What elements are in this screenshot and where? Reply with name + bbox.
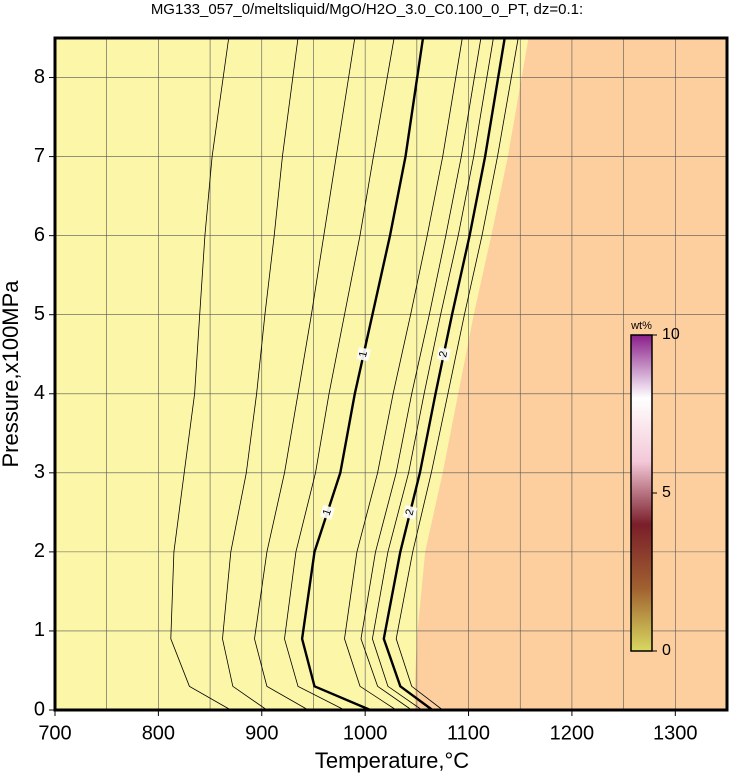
- contour-line: [170, 37, 231, 711]
- x-tick-label: 1100: [447, 722, 490, 744]
- contour-label-bg: [436, 347, 451, 362]
- y-tick-label: 4: [34, 382, 45, 404]
- y-tick-label: 1: [34, 619, 45, 641]
- contour-label-group: 1: [319, 504, 335, 520]
- colorbar-label: wt%: [630, 320, 652, 332]
- contour-label: 1: [357, 350, 370, 359]
- contour-line: [382, 37, 506, 711]
- colorbar-tick-label: 0: [662, 642, 671, 659]
- contour-label: 2: [403, 508, 416, 517]
- x-tick-label: 800: [142, 722, 175, 744]
- x-tick-label: 1000: [343, 722, 388, 744]
- contour-label-group: 2: [436, 347, 451, 362]
- contour-line: [344, 37, 463, 711]
- x-tick-label: 1200: [550, 722, 595, 744]
- contour-line: [222, 37, 299, 711]
- plot-frame: [53, 36, 729, 712]
- x-tick-label: 1300: [653, 722, 698, 744]
- contour-label-bg: [319, 504, 335, 520]
- y-tick-label: 0: [34, 698, 45, 720]
- y-tick-label: 2: [34, 540, 45, 562]
- contour-line: [395, 37, 519, 711]
- y-tick-label: 7: [34, 145, 45, 167]
- contour-line: [254, 37, 356, 711]
- x-tick-label: 900: [245, 722, 278, 744]
- contour-line: [360, 37, 482, 711]
- contour-label-group: 2: [402, 505, 418, 520]
- contour-label-bg: [356, 347, 371, 362]
- colorbar: [630, 334, 653, 652]
- y-axis-label: Pressure,x100MPa: [0, 280, 23, 468]
- x-axis-label: Temperature,°C: [315, 748, 469, 773]
- y-tick-label: 3: [34, 461, 45, 483]
- chart-title: MG133_057_0/meltsliquid/MgO/H2O_3.0_C0.1…: [151, 1, 583, 18]
- contour-label-bg: [402, 505, 418, 520]
- contour-label: 2: [437, 350, 450, 358]
- x-tick-label: 700: [38, 722, 71, 744]
- contour-line: [300, 37, 425, 712]
- y-tick-label: 8: [34, 66, 45, 88]
- colorbar-tick-label: 10: [662, 326, 680, 343]
- y-tick-label: 5: [34, 303, 45, 325]
- contour-line: [371, 37, 494, 711]
- colorbar-tick-label: 5: [662, 484, 671, 501]
- contour-label: 1: [321, 508, 334, 518]
- contour-label-group: 1: [356, 347, 371, 362]
- contour-line: [284, 37, 395, 711]
- y-tick-label: 6: [34, 224, 45, 246]
